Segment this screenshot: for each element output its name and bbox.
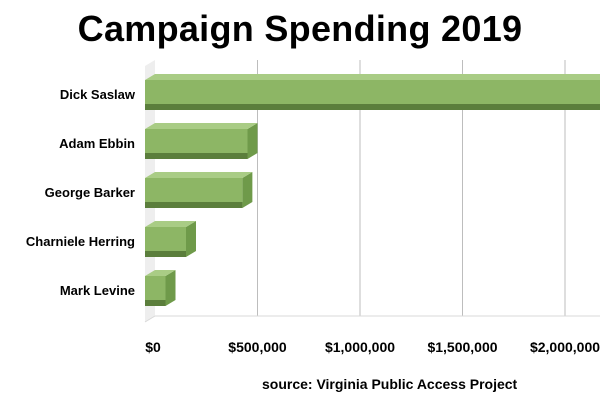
- bar-top-face: [145, 123, 258, 129]
- x-tick-label: $0: [145, 339, 161, 355]
- bar-george-barker: [145, 172, 253, 208]
- bar-top-face: [145, 221, 196, 227]
- source-note: source: Virginia Public Access Project: [262, 376, 518, 392]
- bar-side-face: [186, 221, 196, 257]
- bar-bottom-shade: [145, 300, 166, 306]
- floor-edge: [144, 315, 156, 323]
- bar-top-face: [145, 270, 176, 276]
- chart-title: Campaign Spending 2019: [77, 8, 523, 49]
- x-tick-label: $1,500,000: [427, 339, 497, 355]
- x-tick-label: $1,000,000: [325, 339, 395, 355]
- category-label-mark-levine: Mark Levine: [60, 283, 135, 298]
- bar-dick-saslaw: [145, 74, 600, 110]
- bar-charniele-herring: [145, 221, 196, 257]
- x-tick-label: $2,000,000: [530, 339, 600, 355]
- bar-adam-ebbin: [145, 123, 258, 159]
- bars: [145, 74, 600, 306]
- bar-bottom-shade: [145, 104, 600, 110]
- bar-top-face: [145, 74, 600, 80]
- category-label-adam-ebbin: Adam Ebbin: [59, 136, 135, 151]
- bar-bottom-shade: [145, 251, 186, 257]
- bar-mark-levine: [145, 270, 176, 306]
- x-tick-label: $500,000: [228, 339, 287, 355]
- bar-front-face: [145, 276, 166, 306]
- category-label-george-barker: George Barker: [45, 185, 135, 200]
- bar-bottom-shade: [145, 202, 243, 208]
- bar-bottom-shade: [145, 153, 248, 159]
- bar-side-face: [247, 123, 258, 159]
- x-tick-labels: $0 $500,000 $1,000,000 $1,500,000 $2,000,000: [145, 339, 600, 355]
- category-label-charniele-herring: Charniele Herring: [26, 234, 135, 249]
- bar-top-face: [145, 172, 253, 178]
- bar-side-face: [165, 270, 176, 306]
- bar-side-face: [242, 172, 253, 208]
- category-labels: Dick Saslaw Adam Ebbin George Barker Charni…: [26, 87, 136, 298]
- category-label-dick-saslaw: Dick Saslaw: [60, 87, 136, 102]
